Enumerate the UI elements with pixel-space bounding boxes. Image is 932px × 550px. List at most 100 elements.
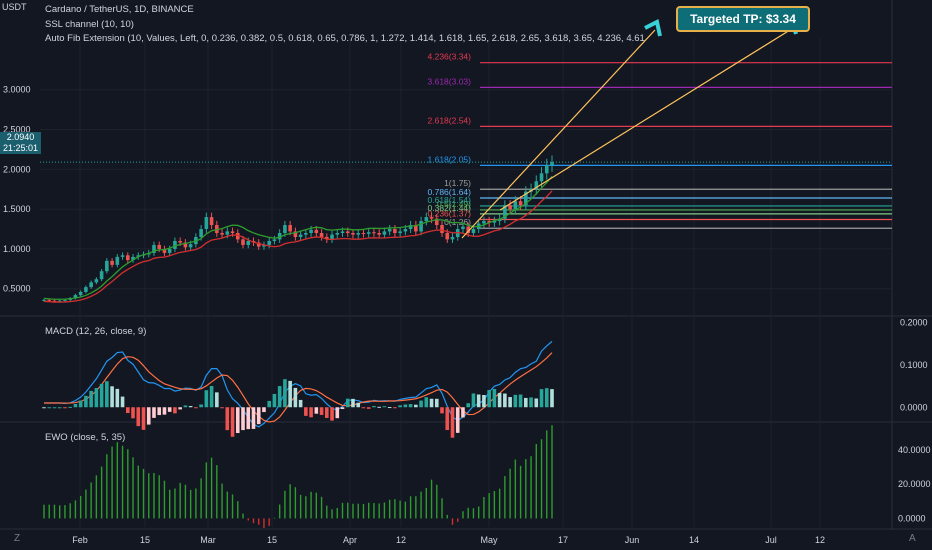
candle-body [115,256,120,265]
macd-histogram-bar [89,390,93,408]
macd-histogram-bar [215,392,219,408]
macd-histogram-bar [345,398,350,408]
candle-body [340,231,345,234]
candle-body [131,256,135,261]
macd-histogram-bar [372,406,376,408]
target-arrows [461,17,798,239]
macd-histogram-bar [262,407,266,413]
candle-body [372,232,376,234]
candle-body [503,205,507,219]
macd-histogram-bar [325,407,329,418]
macd-tick-label: 0.0000 [900,402,928,412]
candle-body [188,244,193,248]
candle-body [524,191,528,206]
candle-body [84,287,88,292]
fib-level-label: 0.382(1.44) [428,203,472,213]
macd-histogram-bar [283,379,287,408]
time-tick-label: Jun [625,535,640,545]
macd-histogram-bar [398,405,402,408]
candle-body [487,221,491,223]
ewo-label[interactable]: EWO (close, 5, 35) [45,432,126,443]
price-candles [42,155,554,303]
macd-histogram-bar [183,405,188,408]
fib-level-label: 3.618(3.03) [428,76,472,86]
macd-pane [42,340,554,438]
macd-histogram-bar [298,399,303,408]
candle-body [204,217,209,230]
candle-body [63,299,67,301]
symbol-title[interactable]: Cardano / TetherUS, 1D, BINANCE [45,4,194,15]
candle-body [152,244,156,253]
candle-body [408,225,413,230]
timezone-icon[interactable]: Z [14,533,21,544]
candle-body [199,229,203,237]
chart-grid [0,0,932,530]
fib-level-label: 2.618(2.54) [428,115,472,125]
macd-histogram-bar [230,407,235,437]
candle-body [539,173,544,182]
ssl-channel [43,175,553,303]
candle-body [125,255,130,261]
candle-body [434,218,439,226]
macd-histogram-bar [152,407,156,418]
candle-body [424,217,429,222]
price-tick-label: 1.5000 [3,204,31,214]
macd-histogram-bar [209,386,214,408]
macd-histogram-bar [146,407,151,425]
candle-body [105,260,109,272]
macd-histogram-bar [94,388,99,408]
candle-body [393,229,397,234]
macd-histogram-bar [314,407,319,414]
time-tick-label: Jul [765,535,777,545]
macd-histogram-bar [476,394,481,408]
macd-histogram-bar [178,407,182,410]
candle-body [544,165,549,174]
fib-level-label: 0.236(1.37) [428,208,472,218]
macd-histogram-bar [403,404,408,408]
macd-histogram-bar [366,407,371,409]
macd-histogram-bar [78,400,83,408]
candle-body [162,248,167,253]
candle-body [518,201,523,206]
fib-level-label: 1.618(2.05) [428,154,472,164]
time-tick-label: 15 [267,535,277,545]
fib-level-label: 0.786(1.64) [428,187,472,197]
macd-histogram-bar [429,398,434,408]
macd-histogram-bar [120,396,125,408]
macd-tick-label: 0.1000 [900,360,928,370]
macd-histogram-bar [57,407,62,409]
macd-histogram-bar [141,407,146,430]
candle-body [419,221,423,232]
target-arrow-line [499,29,791,211]
macd-histogram-bar [47,407,52,409]
macd-histogram-bar [136,407,141,427]
time-tick-label: Mar [200,535,216,545]
macd-histogram-bar [304,407,308,416]
macd-histogram-bar [99,383,104,408]
macd-histogram-bar [204,390,209,408]
candle-body [330,234,334,240]
ewo-tick-label: 20.0000 [898,479,931,489]
candle-body [78,291,83,296]
candle-body [314,229,319,234]
macd-histogram-bar [414,404,418,408]
macd-label[interactable]: MACD (12, 26, close, 9) [45,326,147,337]
macd-histogram-bar [455,407,460,433]
macd-histogram-bar [241,407,245,431]
macd-histogram-bar [63,407,67,409]
macd-line [44,340,553,428]
macd-histogram-bar [52,407,57,409]
auto-scale-icon[interactable]: A [909,533,916,544]
signal-line [44,352,553,423]
candle-body [157,244,162,249]
candle-body [272,239,277,241]
fib-indicator-label[interactable]: Auto Fib Extension (10, Values, Left, 0,… [45,33,645,44]
ssl-indicator-label[interactable]: SSL channel (10, 10) [45,19,134,30]
macd-histogram-bar [288,380,292,408]
time-tick-label: Apr [343,535,357,545]
price-tick-label: 0.5000 [3,284,31,294]
macd-histogram-bar [173,407,177,414]
candle-body [414,225,418,232]
macd-histogram-bar [235,407,240,434]
candle-body [319,233,324,237]
